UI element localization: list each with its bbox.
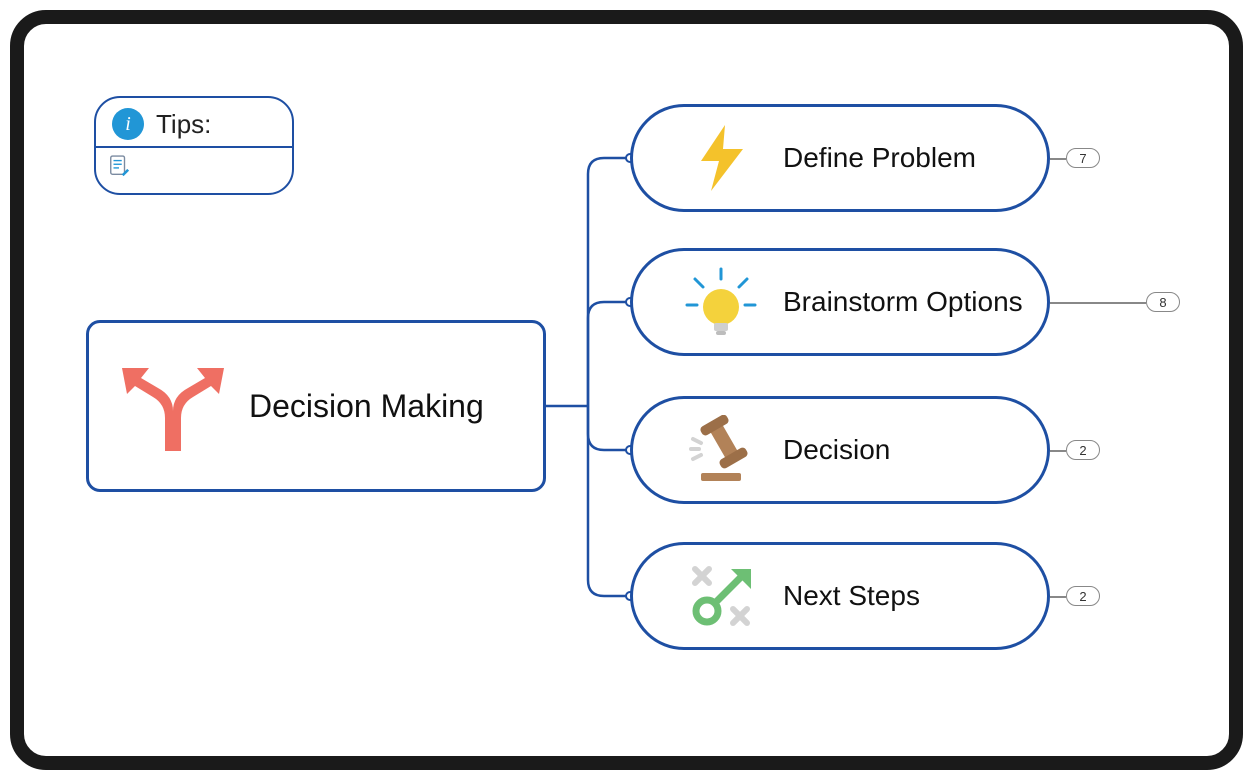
mindmap-canvas: i Tips: [24,24,1229,756]
child-node-define-problem[interactable]: Define Problem [630,104,1050,212]
info-icon: i [112,108,144,140]
document-edit-icon [108,154,130,180]
count-value: 8 [1159,295,1166,310]
child-label: Decision [783,434,890,466]
root-node-decision-making[interactable]: Decision Making [86,320,546,492]
lightbulb-icon [681,267,761,337]
count-value: 7 [1079,151,1086,166]
badge-connector [1050,596,1066,598]
count-badge-define-problem[interactable]: 7 [1066,148,1100,168]
child-node-decision[interactable]: Decision [630,396,1050,504]
root-label: Decision Making [249,388,484,425]
count-value: 2 [1079,443,1086,458]
badge-connector [1050,450,1066,452]
lightning-icon [691,123,751,193]
count-badge-decision[interactable]: 2 [1066,440,1100,460]
fork-arrows-icon [113,356,233,456]
child-label: Brainstorm Options [783,286,1023,318]
child-node-brainstorm-options[interactable]: Brainstorm Options [630,248,1050,356]
child-node-next-steps[interactable]: Next Steps [630,542,1050,650]
count-badge-next-steps[interactable]: 2 [1066,586,1100,606]
count-value: 2 [1079,589,1086,604]
device-frame: i Tips: [10,10,1243,770]
count-badge-brainstorm-options[interactable]: 8 [1146,292,1180,312]
child-label: Next Steps [783,580,920,612]
tips-header: i Tips: [96,98,292,146]
badge-connector [1050,158,1066,160]
badge-connector [1050,302,1146,304]
tips-card[interactable]: i Tips: [94,96,294,195]
tips-body [96,146,292,193]
gavel-icon [681,415,761,485]
tips-label: Tips: [156,109,211,140]
strategy-arrow-icon [681,561,761,631]
child-label: Define Problem [783,142,976,174]
